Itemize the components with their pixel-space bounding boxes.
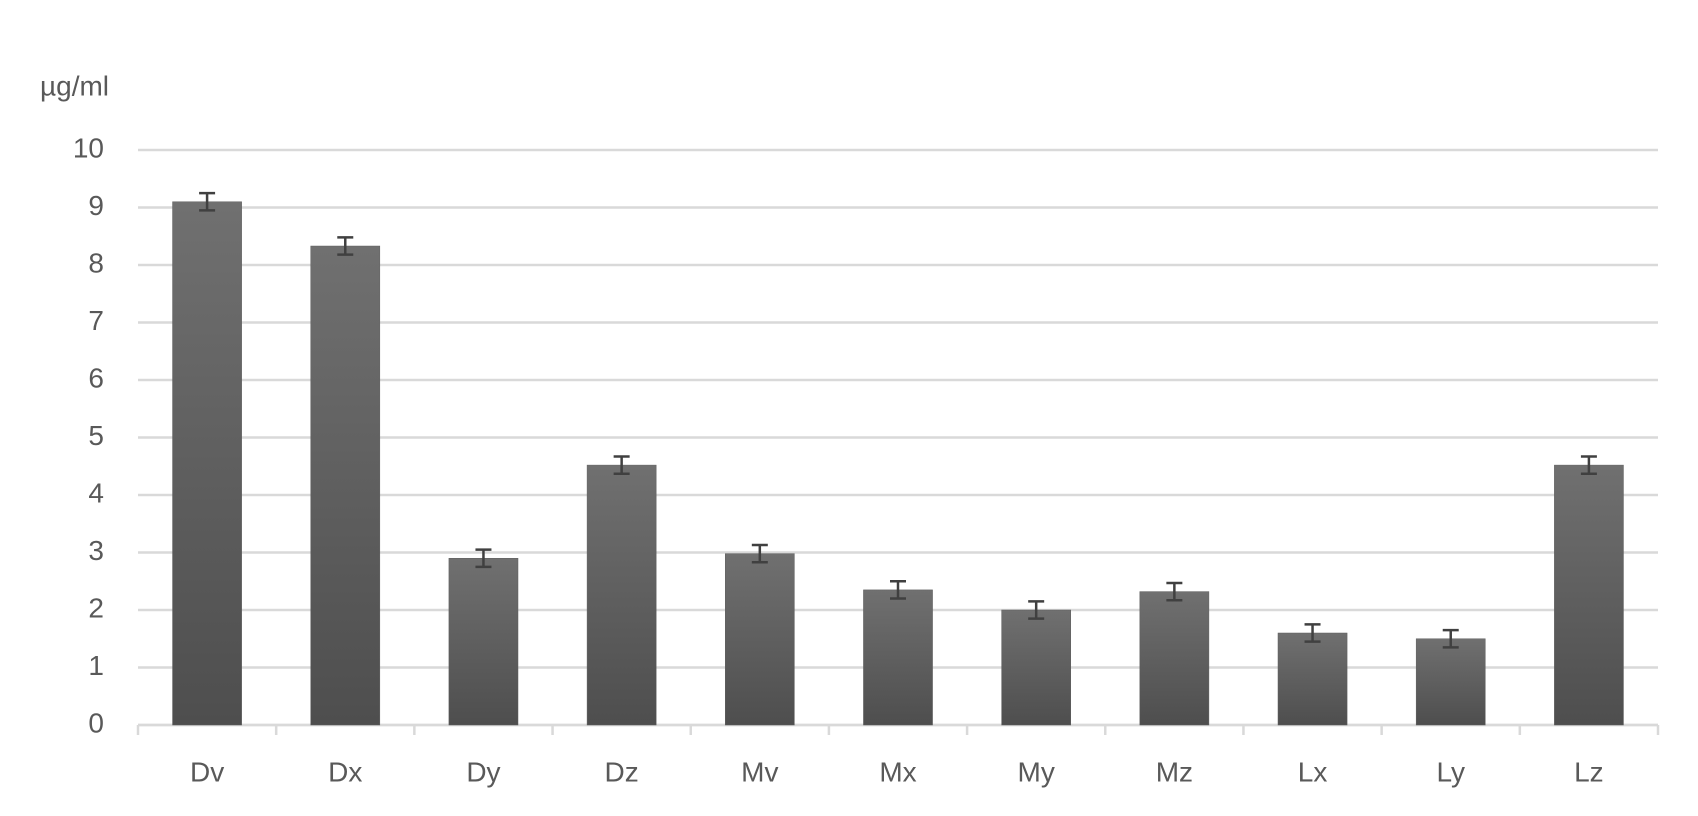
y-tick-label: 4 [88, 477, 104, 508]
x-tick-label: Mv [741, 756, 778, 787]
error-bar [1028, 600, 1045, 620]
error-bar [337, 236, 354, 256]
y-tick-label: 0 [88, 707, 104, 738]
error-bar [751, 543, 768, 564]
error-bar [199, 191, 216, 212]
bar [310, 245, 381, 726]
x-tick-label: My [1018, 756, 1055, 787]
x-tick-label: Dv [190, 756, 224, 787]
y-tick-label: 8 [88, 247, 104, 278]
y-axis-label: µg/ml [40, 70, 109, 101]
error-bar [1442, 628, 1459, 649]
x-tick-label: Dx [328, 756, 362, 787]
y-tick-label: 7 [88, 305, 104, 336]
bar [1277, 632, 1348, 726]
y-tick-label: 6 [88, 362, 104, 393]
y-tick-label: 3 [88, 535, 104, 566]
y-tick-label: 1 [88, 650, 104, 681]
x-tick-label: Dz [605, 756, 639, 787]
bar [448, 558, 519, 726]
y-tick-label: 5 [88, 420, 104, 451]
error-bar [890, 580, 906, 600]
x-tick-label: Mz [1156, 756, 1193, 787]
x-tick-label: Ly [1436, 756, 1465, 787]
x-tick-label: Mx [879, 756, 916, 787]
x-tick-label: Lx [1298, 756, 1328, 787]
bar [1001, 609, 1071, 726]
error-bar [1580, 455, 1597, 475]
bar [863, 589, 933, 726]
y-tick-label: 9 [88, 190, 104, 221]
error-bar [475, 548, 492, 569]
y-tick-label: 2 [88, 592, 104, 623]
bar [1554, 464, 1624, 726]
x-tick-label: Lz [1574, 756, 1604, 787]
bar [1415, 638, 1486, 726]
bar [725, 553, 795, 726]
y-tick-label: 10 [73, 132, 104, 163]
bar [1139, 591, 1210, 726]
error-bar [1166, 581, 1183, 602]
bar [586, 464, 657, 726]
x-tick-label: Dy [466, 756, 500, 787]
error-bar [613, 455, 630, 475]
bar [172, 201, 242, 726]
error-bar [1304, 623, 1321, 643]
